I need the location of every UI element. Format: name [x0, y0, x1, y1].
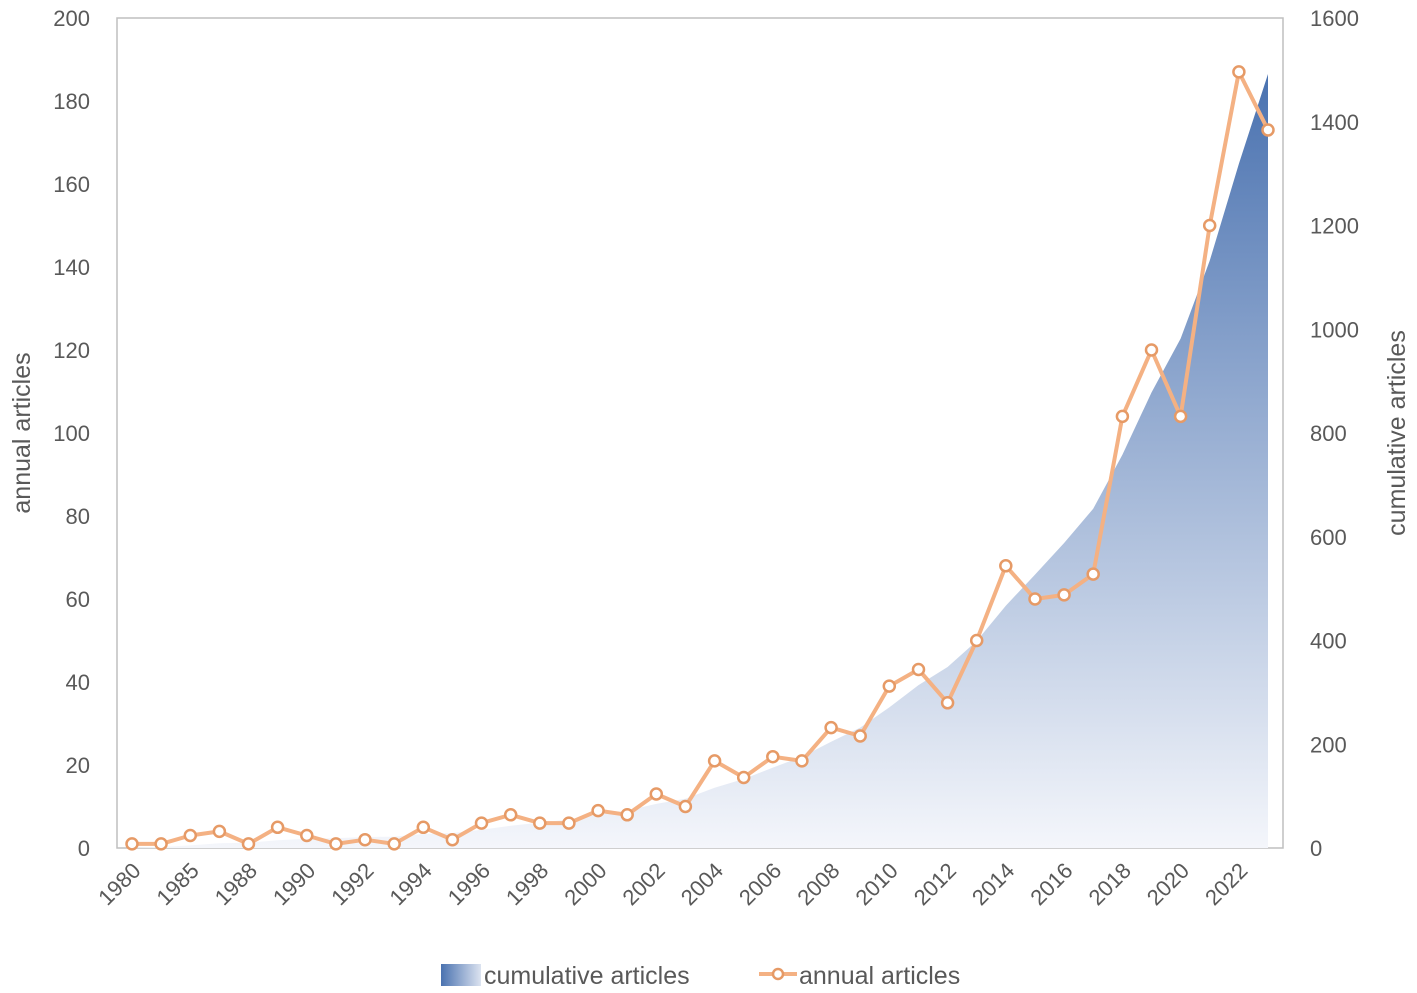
- annual-point: [445, 832, 460, 847]
- annual-point: [649, 787, 664, 801]
- annual-point: [1232, 65, 1246, 79]
- x-tick-label: 2000: [559, 858, 611, 910]
- annual-point: [736, 770, 751, 785]
- annual-point: [1173, 409, 1188, 424]
- left-tick-label: 140: [53, 255, 90, 280]
- left-tick-label: 120: [53, 338, 90, 363]
- left-tick-label: 20: [66, 753, 90, 778]
- right-tick-label: 800: [1310, 421, 1347, 446]
- annual-line-layer: [132, 69, 1270, 846]
- left-axis-title: annual articles: [8, 352, 36, 513]
- x-tick-label: 1985: [152, 858, 204, 910]
- annual-point: [1057, 588, 1071, 602]
- right-tick-label: 600: [1310, 525, 1347, 550]
- x-tick-label: 2010: [851, 858, 903, 910]
- cumulative-area-layer: [132, 74, 1268, 848]
- annual-point: [1086, 567, 1100, 581]
- x-tick-label: 2014: [967, 858, 1019, 910]
- right-tick-label: 1200: [1310, 214, 1359, 239]
- annual-points-layer: [125, 65, 1275, 851]
- right-tick-label: 1400: [1310, 110, 1359, 135]
- annual-point: [591, 803, 605, 818]
- x-tick-label: 2008: [792, 858, 844, 910]
- annual-point: [300, 828, 314, 843]
- legend-swatch-cumulative: [441, 964, 481, 986]
- x-tick-label: 2004: [676, 858, 728, 910]
- annual-point: [241, 837, 256, 851]
- annual-point: [678, 799, 693, 814]
- annual-point: [1202, 218, 1217, 233]
- annual-point: [999, 559, 1013, 573]
- annual-point: [1115, 409, 1130, 424]
- annual-line: [132, 69, 1270, 846]
- annual-point: [1028, 592, 1042, 606]
- x-tick-label: 2012: [909, 858, 961, 910]
- annual-point: [940, 696, 955, 710]
- annual-point: [125, 837, 139, 851]
- annual-point: [358, 832, 372, 847]
- x-tick-label: 2022: [1200, 858, 1252, 910]
- legend-label-cumulative: cumulative articles: [484, 962, 690, 990]
- right-tick-label: 1600: [1310, 6, 1359, 31]
- annual-point: [183, 828, 198, 843]
- left-tick-label: 100: [53, 421, 90, 446]
- legend-swatch-annual-marker: [771, 967, 785, 981]
- x-tick-label: 2006: [734, 858, 786, 910]
- annual-point: [416, 820, 431, 835]
- x-tick-label: 2020: [1142, 858, 1194, 910]
- right-axis-title: cumulative articles: [1383, 330, 1411, 536]
- x-tick-label: 2016: [1025, 858, 1077, 910]
- annual-point: [154, 837, 168, 851]
- annual-point: [911, 662, 926, 677]
- annual-point: [387, 837, 401, 851]
- right-axis-ticks: 0 200 400 600 800 1000 1200 1400 1600: [1310, 6, 1359, 861]
- annual-point: [620, 808, 634, 822]
- annual-point: [824, 720, 838, 735]
- annual-point: [853, 729, 867, 743]
- x-axis-ticks: 1980 1985 1988 1990 1992 1994 1996 1998 2000 2002…: [93, 858, 1252, 910]
- left-axis-ticks: 0 20 40 60 80 100 120 140 160 180 200: [53, 6, 90, 861]
- annual-point: [474, 816, 489, 830]
- x-tick-label: 1980: [93, 858, 145, 910]
- x-tick-label: 2002: [618, 858, 670, 910]
- x-tick-label: 1992: [326, 858, 378, 910]
- x-tick-label: 1998: [501, 858, 553, 910]
- annual-point: [707, 754, 722, 768]
- annual-point: [329, 837, 343, 851]
- right-tick-label: 200: [1310, 732, 1347, 757]
- annual-point: [562, 816, 576, 830]
- x-tick-label: 1990: [268, 858, 320, 910]
- annual-point: [212, 824, 227, 839]
- cumulative-area: [132, 74, 1268, 848]
- annual-point: [270, 820, 285, 835]
- annual-point: [795, 754, 809, 768]
- annual-point: [1144, 343, 1159, 357]
- legend: cumulative articles annual articles: [441, 962, 960, 990]
- annual-point: [882, 679, 897, 693]
- annual-point: [766, 749, 780, 764]
- left-tick-label: 160: [53, 172, 90, 197]
- annual-point: [1261, 123, 1275, 137]
- left-tick-label: 80: [66, 504, 90, 529]
- left-tick-label: 200: [53, 6, 90, 31]
- x-tick-label: 1988: [210, 858, 262, 910]
- x-tick-label: 1994: [385, 858, 437, 910]
- annual-point: [503, 808, 518, 822]
- x-tick-label: 2018: [1084, 858, 1136, 910]
- annual-point: [969, 633, 984, 648]
- x-tick-label: 1996: [443, 858, 495, 910]
- left-tick-label: 60: [66, 587, 90, 612]
- left-tick-label: 40: [66, 670, 90, 695]
- right-tick-label: 400: [1310, 629, 1347, 654]
- right-tick-label: 1000: [1310, 317, 1359, 342]
- left-tick-label: 180: [53, 89, 90, 114]
- annual-point: [533, 816, 547, 830]
- right-tick-label: 0: [1310, 836, 1322, 861]
- legend-label-annual: annual articles: [799, 962, 960, 990]
- left-tick-label: 0: [78, 836, 90, 861]
